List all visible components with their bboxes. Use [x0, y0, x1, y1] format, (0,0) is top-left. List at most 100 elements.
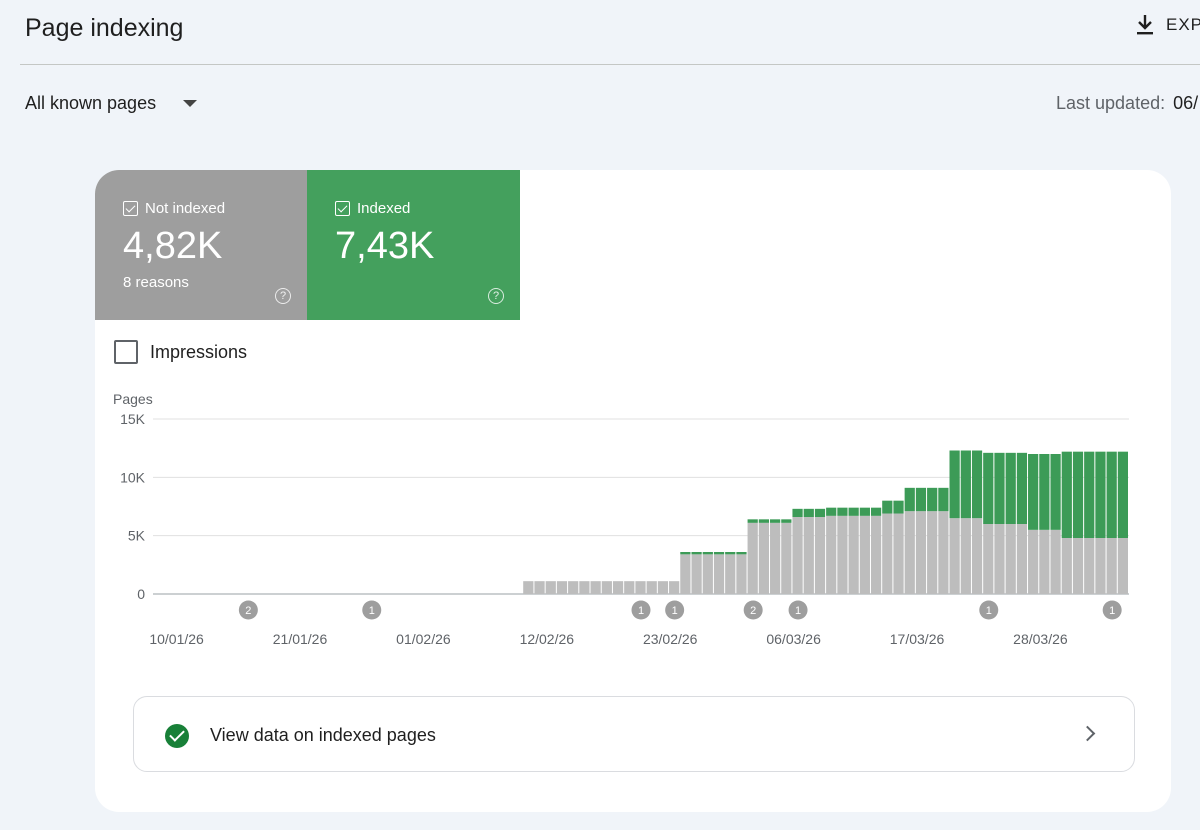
bar-not-indexed: [747, 522, 758, 594]
x-tick-label: 28/03/26: [1013, 631, 1068, 647]
annotation-count: 1: [986, 605, 992, 617]
annotation-count: 1: [672, 605, 678, 617]
y-tick-label: 0: [137, 586, 145, 602]
bar-not-indexed: [893, 513, 904, 594]
bar-indexed: [960, 450, 971, 519]
help-icon[interactable]: ?: [488, 288, 504, 304]
bar-indexed: [1039, 454, 1050, 530]
bar-not-indexed: [938, 511, 949, 594]
bar-indexed: [781, 519, 792, 523]
annotation-marker: [631, 600, 651, 620]
pages-filter-dropdown[interactable]: All known pages: [25, 93, 198, 114]
bar-indexed: [770, 519, 781, 523]
bar-indexed: [1028, 454, 1039, 530]
impressions-toggle[interactable]: Impressions: [114, 340, 247, 364]
bar-indexed: [747, 519, 758, 523]
bar-not-indexed: [635, 581, 646, 594]
not-indexed-value: 4,82K: [123, 225, 223, 267]
check-circle-icon: [165, 724, 189, 748]
bar-not-indexed: [983, 524, 994, 594]
bar-not-indexed: [568, 581, 579, 594]
checkbox-checked-icon: [123, 201, 138, 216]
bar-not-indexed: [826, 515, 837, 594]
bar-indexed: [826, 507, 837, 516]
bar-not-indexed: [1095, 538, 1106, 594]
bar-indexed: [736, 552, 747, 555]
bar-not-indexed: [803, 517, 814, 594]
last-updated-label: Last updated:: [1056, 93, 1166, 113]
bar-indexed: [1072, 451, 1084, 538]
indexing-card: Not indexed 4,82K 8 reasons ? Indexed 7,…: [95, 170, 1171, 812]
bar-indexed: [803, 508, 814, 517]
bar-indexed: [870, 507, 882, 516]
view-indexed-pages-link[interactable]: View data on indexed pages: [133, 696, 1135, 772]
indexed-metric-card[interactable]: Indexed 7,43K ?: [307, 170, 520, 320]
bar-indexed: [1095, 451, 1106, 538]
bar-indexed: [758, 519, 770, 523]
bar-not-indexed: [657, 581, 669, 594]
bar-indexed: [1016, 452, 1028, 524]
bar-indexed: [971, 450, 983, 519]
dropdown-arrow-icon: [183, 100, 198, 107]
x-tick-label: 21/01/26: [273, 631, 328, 647]
bar-not-indexed: [927, 511, 938, 594]
bar-indexed: [1106, 451, 1117, 538]
bar-indexed: [680, 552, 691, 555]
bar-not-indexed: [1039, 529, 1050, 594]
help-icon[interactable]: ?: [275, 288, 291, 304]
annotation-marker: [788, 600, 808, 620]
bar-not-indexed: [770, 522, 781, 594]
not-indexed-label-text: Not indexed: [145, 200, 226, 217]
bar-not-indexed: [601, 581, 612, 594]
annotation-count: 1: [369, 605, 375, 617]
bar-not-indexed: [1005, 524, 1016, 594]
filter-selected-value: All known pages: [25, 93, 157, 113]
bar-not-indexed: [736, 554, 747, 594]
bar-not-indexed: [781, 522, 792, 594]
bar-indexed: [814, 508, 826, 517]
annotation-marker: [743, 600, 763, 620]
bar-not-indexed: [1072, 538, 1084, 594]
bar-not-indexed: [624, 581, 635, 594]
annotation-count: 1: [795, 605, 801, 617]
bar-indexed: [882, 500, 893, 514]
bar-indexed: [713, 552, 725, 555]
bar-indexed: [702, 552, 713, 555]
not-indexed-metric-card[interactable]: Not indexed 4,82K 8 reasons ?: [95, 170, 307, 320]
bar-indexed: [837, 507, 848, 516]
export-button[interactable]: EXP: [1136, 14, 1200, 36]
annotation-count: 1: [638, 605, 644, 617]
last-updated: Last updated: 06/: [1056, 93, 1198, 114]
annotation-count: 1: [1109, 605, 1115, 617]
y-tick-label: 15K: [120, 411, 146, 427]
bar-indexed: [927, 487, 938, 512]
bar-not-indexed: [859, 515, 870, 594]
bar-indexed: [725, 552, 736, 555]
bar-not-indexed: [680, 554, 691, 594]
x-tick-label: 17/03/26: [890, 631, 945, 647]
bar-not-indexed: [870, 515, 882, 594]
page-title: Page indexing: [25, 14, 184, 42]
bar-indexed: [1005, 452, 1016, 524]
bar-indexed: [1084, 451, 1095, 538]
bar-not-indexed: [646, 581, 657, 594]
bar-indexed: [994, 452, 1005, 524]
indexed-label: Indexed: [335, 200, 410, 217]
bar-not-indexed: [590, 581, 601, 594]
bar-not-indexed: [691, 554, 702, 594]
bar-indexed: [1061, 451, 1072, 538]
bar-not-indexed: [848, 515, 859, 594]
checkbox-checked-icon: [335, 201, 350, 216]
annotation-count: 2: [245, 605, 251, 617]
impressions-label: Impressions: [150, 341, 248, 362]
bar-indexed: [848, 507, 859, 516]
bar-not-indexed: [556, 581, 568, 594]
download-icon: [1137, 15, 1153, 35]
bar-indexed: [1117, 451, 1128, 538]
header-divider: [20, 64, 1200, 65]
annotation-count: 2: [750, 605, 756, 617]
chevron-right-icon: [1079, 725, 1096, 742]
annotation-marker: [1102, 600, 1122, 620]
bar-not-indexed: [1028, 529, 1039, 594]
not-indexed-label: Not indexed: [123, 200, 225, 217]
